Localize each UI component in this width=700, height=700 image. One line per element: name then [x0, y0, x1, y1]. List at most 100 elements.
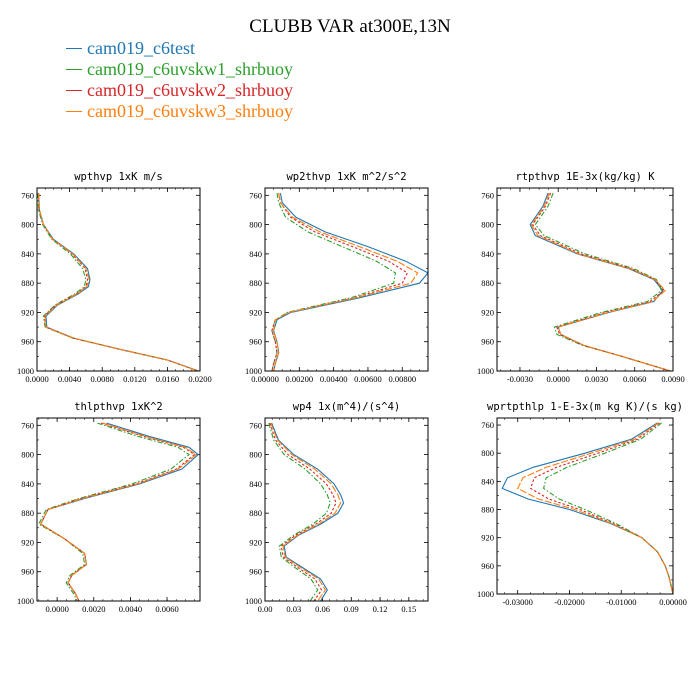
series-line	[529, 192, 671, 371]
y-tick-label: 920	[21, 307, 34, 317]
y-tick-label: 840	[249, 479, 262, 489]
y-tick-label: 840	[21, 479, 34, 489]
y-tick-label: 960	[21, 337, 34, 347]
series-line	[530, 192, 671, 371]
series-line	[268, 422, 331, 601]
y-tick-label: 960	[21, 567, 34, 577]
y-tick-label: 760	[21, 190, 34, 200]
x-tick-label: 0.0020	[82, 604, 105, 614]
plot-frame	[496, 187, 674, 372]
y-tick-label: 880	[21, 508, 34, 518]
subplot-title: wprtpthlp 1-E-3x(m kg K)/(s kg)	[487, 401, 683, 413]
y-tick-label: 800	[249, 220, 262, 230]
series-line	[534, 192, 671, 371]
x-tick-label: 0.0160	[156, 374, 179, 384]
series-line	[270, 422, 342, 601]
y-tick-label: 760	[21, 420, 34, 430]
x-tick-label: 0.09	[344, 604, 359, 614]
x-tick-label: 0.0080	[91, 374, 114, 384]
y-tick-label: 760	[481, 420, 494, 430]
x-tick-label: 0.00200	[286, 374, 314, 384]
legend-entry: cam019_c6uvskw1_shrbuoy	[66, 59, 293, 80]
legend-swatch	[66, 69, 82, 70]
y-tick-label: 1000	[245, 366, 262, 376]
legend-entry: cam019_c6uvskw3_shrbuoy	[66, 101, 293, 122]
legend-swatch	[66, 48, 82, 49]
series-line	[532, 192, 671, 371]
x-tick-label: 0.12	[373, 604, 388, 614]
x-tick-label: 0.0000	[25, 374, 48, 384]
y-tick-label: 920	[481, 533, 494, 543]
series-line	[38, 193, 199, 371]
x-tick-label: 0.00000	[659, 597, 687, 607]
y-tick-label: 1000	[17, 596, 34, 606]
y-tick-label: 840	[481, 249, 494, 259]
y-tick-label: 840	[21, 249, 34, 259]
legend-label: cam019_c6uvskw3_shrbuoy	[87, 101, 293, 121]
y-tick-label: 800	[21, 220, 34, 230]
y-tick-label: 880	[481, 278, 494, 288]
y-tick-label: 1000	[477, 366, 494, 376]
x-tick-label: 0.00000	[251, 374, 279, 384]
series-line	[516, 422, 673, 594]
plot-frame	[36, 187, 201, 372]
series-line	[38, 193, 199, 371]
y-tick-label: 760	[481, 190, 494, 200]
subplot-title: rtpthvp 1E-3x(kg/kg) K	[515, 171, 655, 183]
y-tick-label: 1000	[17, 366, 34, 376]
subplot: wp4 1x(m^4)/(s^4)76080084088092096010000…	[245, 401, 429, 614]
subplot-title: wpthvp 1xK m/s	[74, 171, 163, 183]
y-tick-label: 880	[21, 278, 34, 288]
series-line	[271, 193, 409, 371]
plot-frame	[264, 417, 429, 602]
x-tick-label: 0.00800	[388, 374, 416, 384]
figure-title: CLUBB VAR at300E,13N	[249, 16, 451, 37]
subplot-title: wp4 1x(m^4)/(s^4)	[293, 401, 400, 413]
x-tick-label: 0.0200	[188, 374, 211, 384]
x-tick-label: 0.0060	[155, 604, 178, 614]
subplot-title: wp2thvp 1xK m^2/s^2	[286, 171, 406, 183]
plot-frame	[496, 417, 674, 595]
x-tick-label: 0.03	[286, 604, 301, 614]
series-line	[542, 422, 673, 594]
x-tick-label: -0.01000	[606, 597, 636, 607]
series-line	[38, 422, 190, 601]
y-tick-label: 840	[249, 249, 262, 259]
y-tick-label: 920	[481, 307, 494, 317]
series-line	[273, 193, 419, 371]
y-tick-label: 1000	[477, 589, 494, 599]
subplot: wpthvp 1xK m/s76080084088092096010000.00…	[17, 171, 212, 384]
x-tick-label: 0.0040	[58, 374, 81, 384]
series-line	[37, 193, 199, 371]
y-tick-label: 920	[21, 537, 34, 547]
subplot: rtpthvp 1E-3x(kg/kg) K 760 800 840 880 920 960…	[477, 171, 685, 384]
y-tick-label: 960	[249, 337, 262, 347]
legend-label: cam019_c6uvskw1_shrbuoy	[87, 59, 293, 79]
subplot-title: thlpthvp 1xK^2	[74, 401, 163, 413]
x-tick-label: -0.0030	[507, 374, 533, 384]
series-line	[39, 422, 196, 601]
legend-entry: cam019_c6uvskw2_shrbuoy	[66, 80, 293, 101]
x-tick-label: 0.0000	[45, 604, 68, 614]
x-tick-label: 0.0000	[547, 374, 570, 384]
y-tick-label: 960	[481, 561, 494, 571]
x-tick-label: 0.0090	[661, 374, 684, 384]
y-tick-label: 880	[481, 505, 494, 515]
y-tick-label: 760	[249, 420, 262, 430]
y-tick-label: 880	[249, 508, 262, 518]
legend-label: cam019_c6uvskw2_shrbuoy	[87, 80, 293, 100]
legend-label: cam019_c6test	[87, 38, 195, 58]
x-tick-label: 0.0030	[585, 374, 608, 384]
x-tick-label: 0.06	[315, 604, 330, 614]
series-line	[39, 422, 200, 601]
y-tick-label: 800	[249, 450, 262, 460]
series-line	[271, 193, 397, 371]
subplot: wp2thvp 1xK m^2/s^2 760 800 840 880 920 960 100…	[245, 171, 429, 384]
y-tick-label: 880	[249, 278, 262, 288]
x-tick-label: 0.00	[258, 604, 273, 614]
y-tick-label: 760	[249, 190, 262, 200]
y-tick-label: 800	[481, 448, 494, 458]
x-tick-label: 0.15	[401, 604, 416, 614]
